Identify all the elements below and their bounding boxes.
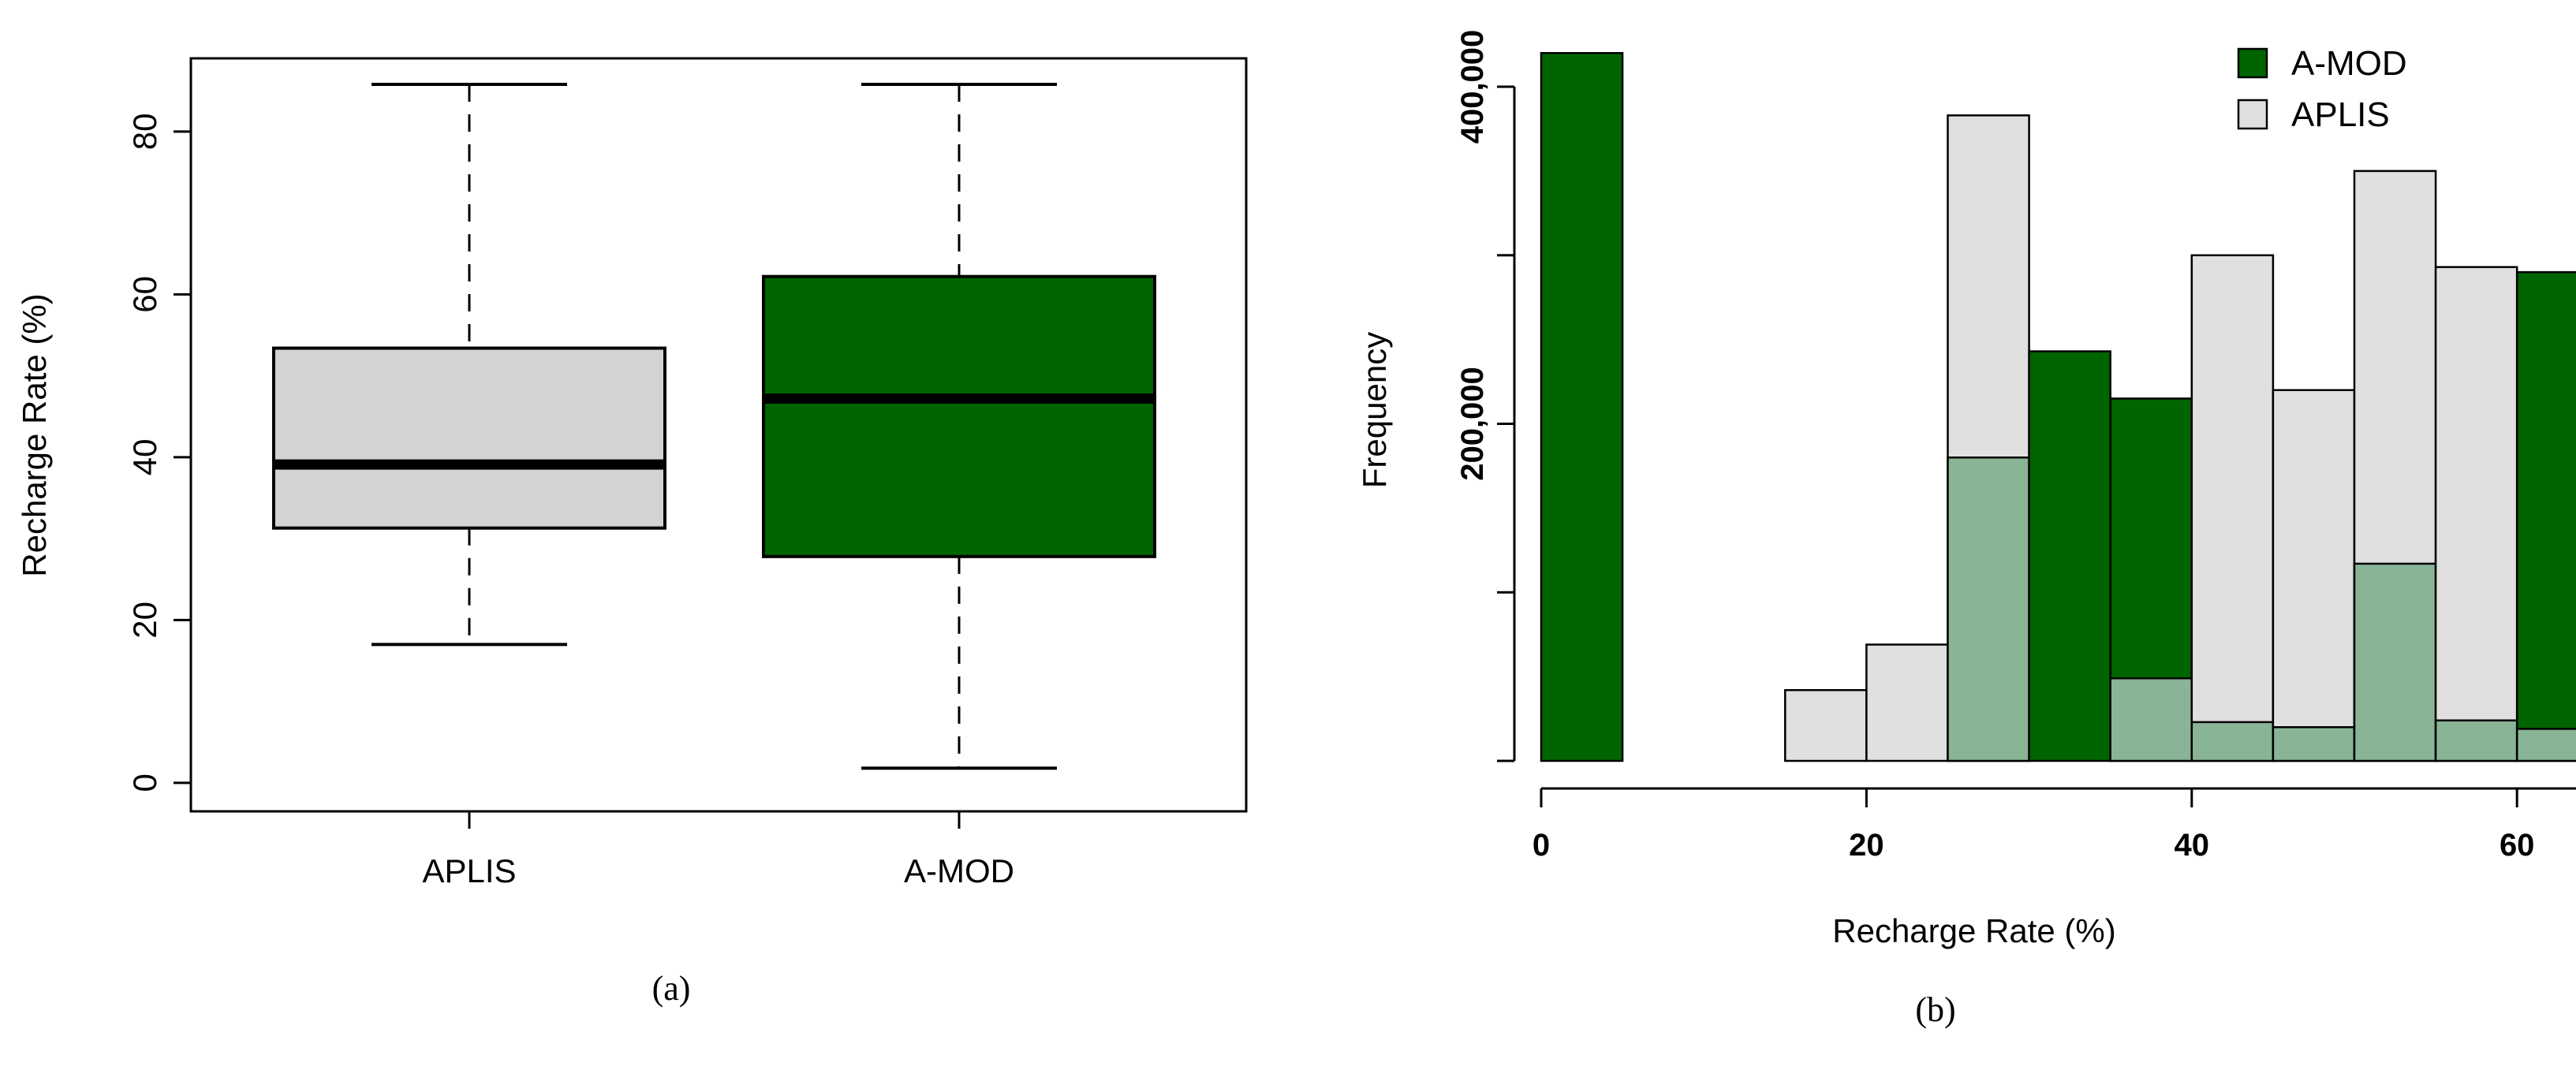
- histogram-legend: A-MOD APLIS: [2237, 44, 2407, 134]
- histogram-bin: [2109, 397, 2193, 762]
- histogram-y-tick-label: 400,000: [1455, 30, 1490, 144]
- bar-overlap: [2353, 562, 2437, 762]
- boxplot-y-tick-label: 80: [126, 114, 163, 151]
- histogram-bin: [2190, 254, 2275, 762]
- legend-swatch: [2237, 47, 2268, 79]
- bar-amod: [1540, 52, 1624, 762]
- histogram-x-tick-label: 60: [2499, 828, 2535, 863]
- bar-overlap: [2272, 726, 2356, 762]
- bar-overlap: [1947, 457, 2030, 762]
- boxplot-y-axis-label: Recharge Rate (%): [16, 293, 53, 576]
- bar-overlap: [2190, 721, 2275, 762]
- histogram-bin: [2353, 170, 2437, 762]
- boxplot-panel: 0 20 40 60 80 APLIS A-MOD Recharge Rate (%) (…: [16, 57, 1248, 1008]
- histogram-bin: [2434, 266, 2518, 762]
- panel-b-label: (b): [1915, 990, 1955, 1029]
- histogram-bin: [1947, 114, 2030, 762]
- bar-aplis: [2190, 254, 2275, 762]
- histogram-bin: [1865, 643, 1949, 762]
- boxplot-y-tick-label: 60: [126, 276, 163, 313]
- histogram-x-tick-label: 0: [1533, 828, 1550, 863]
- histogram-bin: [1784, 688, 1868, 762]
- histogram-x-tick-label: 40: [2175, 828, 2210, 863]
- boxplot-boxes: [272, 83, 1156, 770]
- boxplot-x-tick-label: APLIS: [422, 852, 516, 889]
- histogram-bin: [2515, 270, 2576, 762]
- boxplot-y-tick-label: 20: [126, 602, 163, 639]
- panel-a-label: (a): [652, 969, 691, 1008]
- boxplot-y-tick-label: 0: [126, 773, 163, 792]
- bar-aplis: [1784, 688, 1868, 762]
- boxplot-y-axis: 0 20 40 60 80: [126, 114, 192, 792]
- boxplot-y-tick-label: 40: [126, 439, 163, 476]
- legend-label: A-MOD: [2291, 44, 2407, 83]
- bar-amod: [2515, 270, 2576, 762]
- boxplot-x-tick-label: A-MOD: [904, 852, 1014, 889]
- histogram-y-axis-label: Frequency: [1356, 332, 1393, 488]
- histogram-bin: [1540, 52, 1624, 762]
- histogram-y-axis: 200,000 400,000: [1455, 30, 1516, 762]
- histogram-x-tick-label: 20: [1849, 828, 1884, 863]
- bar-overlap: [2515, 728, 2576, 762]
- box-iqr: [272, 346, 666, 530]
- legend-item-aplis: APLIS: [2237, 95, 2390, 134]
- histogram-bin: [2028, 350, 2111, 762]
- bar-aplis: [2434, 266, 2518, 762]
- legend-label: APLIS: [2291, 95, 2390, 134]
- boxplot-x-axis: APLIS A-MOD: [422, 811, 1014, 889]
- box-a-mod: [762, 83, 1156, 770]
- bar-aplis: [2272, 389, 2356, 762]
- histogram-bin: [2272, 389, 2356, 762]
- legend-swatch: [2237, 99, 2268, 130]
- histogram-x-axis-label: Recharge Rate (%): [1832, 912, 2115, 949]
- bar-overlap: [2109, 677, 2193, 762]
- histogram-bars: [1540, 52, 2576, 762]
- histogram-y-tick-label: 200,000: [1455, 367, 1490, 481]
- bar-amod: [2028, 350, 2111, 762]
- box-iqr: [762, 274, 1156, 558]
- legend-item-a-mod: A-MOD: [2237, 44, 2407, 83]
- bar-overlap: [2434, 719, 2518, 762]
- box-aplis: [272, 83, 666, 647]
- bar-aplis: [1865, 643, 1949, 762]
